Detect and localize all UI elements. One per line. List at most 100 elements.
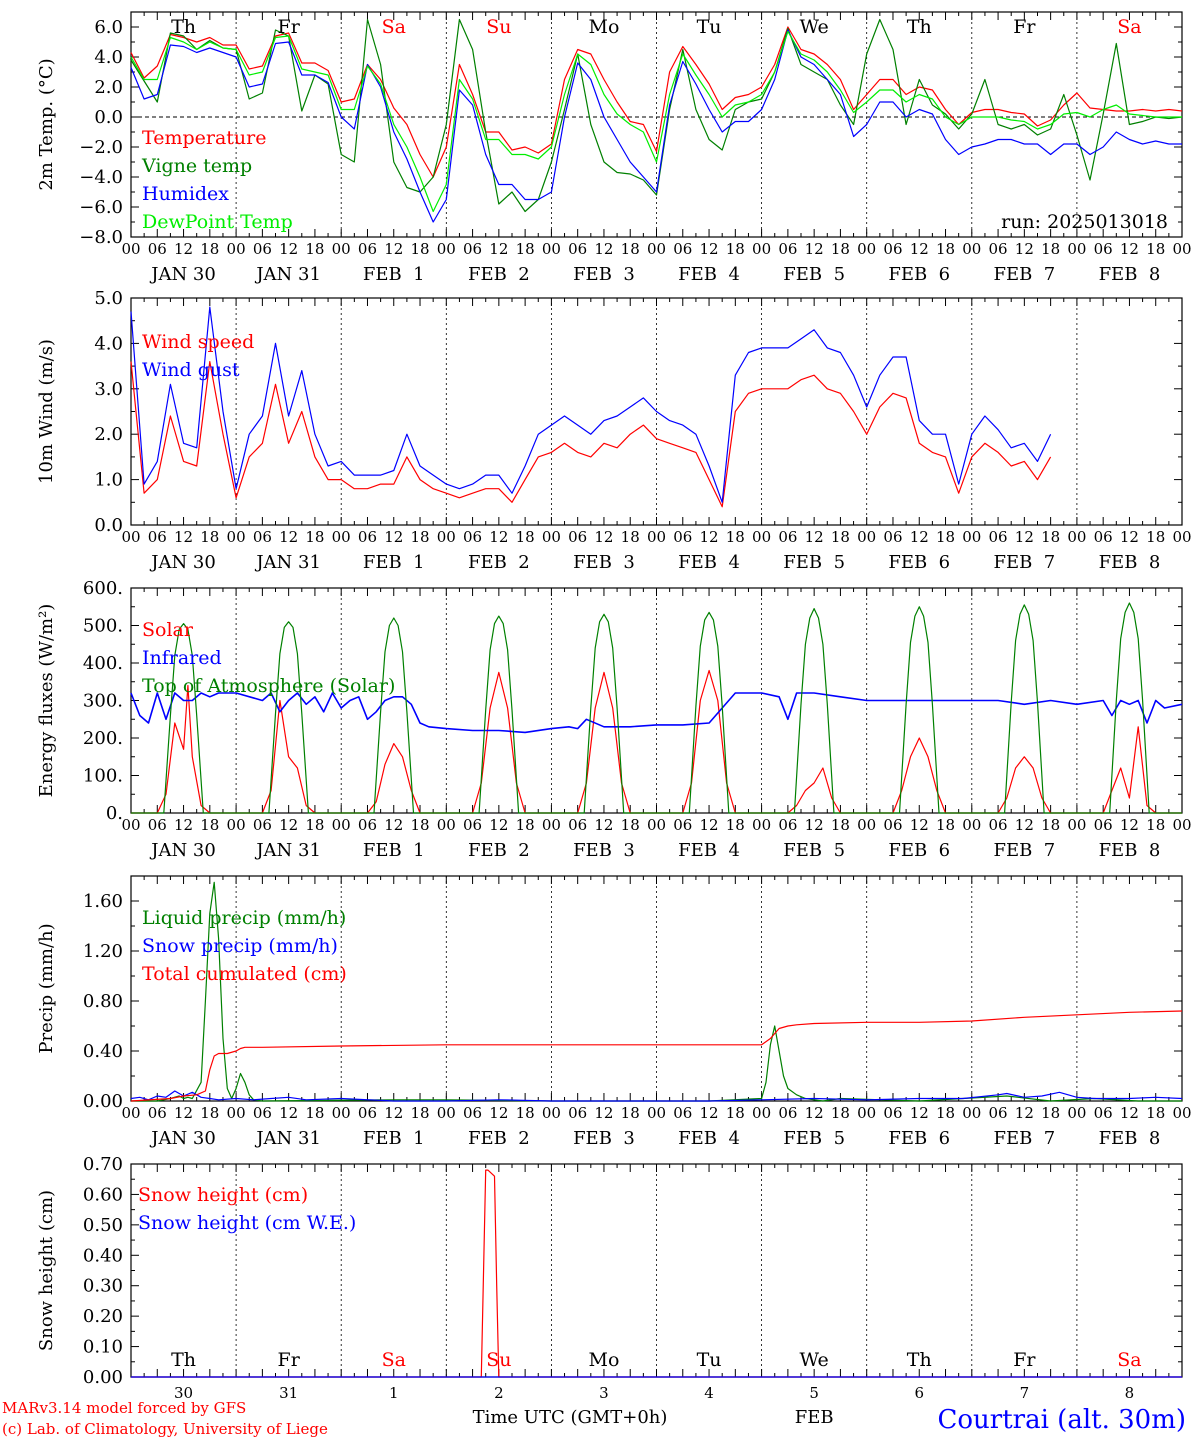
hour-tick-label: 06 (778, 816, 797, 834)
date-label: FEB 1 (363, 552, 425, 573)
hour-tick-label: 06 (883, 240, 902, 258)
hour-tick-label: 12 (700, 1104, 719, 1122)
hour-tick-label: 18 (410, 1104, 429, 1122)
day-name-bottom: We (800, 1349, 829, 1371)
hour-tick-label: 00 (857, 528, 876, 546)
y-tick-label: 0.20 (83, 1306, 123, 1327)
panel-energy: 0. 100. 200. 300. 400. 500. 600. Energy fluxes … (36, 578, 1192, 861)
hour-tick-label: 06 (463, 240, 482, 258)
station-label: Courtrai (alt. 30m) (938, 1405, 1187, 1435)
hour-tick-label: 06 (883, 528, 902, 546)
day-number: 31 (279, 1384, 298, 1402)
hour-tick-label: 06 (568, 1104, 587, 1122)
day-name-bottom: Fr (1013, 1349, 1036, 1371)
hour-tick-label: 06 (148, 240, 167, 258)
hour-tick-label: 06 (989, 816, 1008, 834)
y-tick-label: 0.30 (83, 1276, 123, 1297)
date-label: JAN 31 (254, 264, 321, 285)
y-tick-label: 1.20 (83, 941, 123, 962)
day-name-top: Su (486, 16, 511, 38)
hour-tick-label: 00 (1172, 1104, 1191, 1122)
hour-tick-label: 06 (358, 1104, 377, 1122)
panel-wind: 0.0 1.0 2.0 3.0 4.0 5.0 10m Wind (m/s) Wind spe… (36, 288, 1192, 573)
hour-tick-label: 00 (962, 528, 981, 546)
hour-tick-label: 06 (568, 240, 587, 258)
day-number: 7 (1020, 1384, 1030, 1402)
y-tick-label: 0.0 (94, 107, 123, 128)
month-label: FEB (795, 1407, 834, 1428)
hour-tick-label: 00 (752, 240, 771, 258)
hour-tick-label: 18 (726, 528, 745, 546)
legend-entry: Infrared (142, 647, 222, 669)
hour-tick-label: 00 (542, 816, 561, 834)
y-tick-label: 5.0 (94, 288, 123, 309)
hour-tick-label: 12 (805, 1104, 824, 1122)
hour-tick-label: 00 (437, 1104, 456, 1122)
hour-tick-label: 12 (489, 240, 508, 258)
date-label: FEB 6 (888, 840, 950, 861)
hour-tick-label: 06 (358, 816, 377, 834)
legend-entry: Humidex (142, 183, 229, 205)
hour-tick-label: 12 (1015, 816, 1034, 834)
day-name-bottom: Tu (697, 1349, 722, 1371)
date-label: FEB 2 (468, 1128, 530, 1149)
hour-tick-label: 00 (437, 816, 456, 834)
day-number: 4 (704, 1384, 714, 1402)
hour-tick-label: 00 (121, 528, 140, 546)
hour-tick-label: 06 (253, 240, 272, 258)
hour-tick-label: 12 (1015, 528, 1034, 546)
hour-tick-label: 12 (700, 528, 719, 546)
hour-tick-label: 12 (1120, 816, 1139, 834)
y-tick-label: 0.0 (94, 515, 123, 536)
hour-tick-label: 06 (148, 816, 167, 834)
legend-entry: Wind gust (142, 359, 240, 381)
series-line-temp-1 (130, 18, 1183, 213)
date-label: FEB 7 (993, 552, 1055, 573)
hour-tick-label: 18 (831, 816, 850, 834)
hour-tick-label: 06 (989, 1104, 1008, 1122)
hour-tick-label: 06 (463, 816, 482, 834)
date-label: FEB 4 (678, 264, 740, 285)
date-label: FEB 7 (993, 840, 1055, 861)
hour-tick-label: 06 (1094, 528, 1113, 546)
legend-entry: Liquid precip (mm/h) (142, 907, 346, 929)
hour-tick-label: 18 (726, 240, 745, 258)
hour-tick-label: 00 (962, 1104, 981, 1122)
hour-tick-label: 12 (594, 528, 613, 546)
y-tick-label: 2.0 (94, 77, 123, 98)
day-name-bottom: Mo (588, 1349, 619, 1371)
hour-tick-label: 00 (227, 1104, 246, 1122)
hour-tick-label: 00 (542, 1104, 561, 1122)
legend-entry: DewPoint Temp (142, 211, 293, 233)
hour-tick-label: 12 (594, 1104, 613, 1122)
hour-tick-label: 18 (936, 816, 955, 834)
y-tick-label: 0.70 (83, 1154, 123, 1175)
y-tick-label: 500. (83, 616, 123, 637)
hour-tick-label: 18 (410, 528, 429, 546)
day-number: 3 (599, 1384, 609, 1402)
hour-tick-label: 00 (752, 528, 771, 546)
y-tick-label: 1.60 (83, 891, 123, 912)
hour-tick-label: 12 (1120, 528, 1139, 546)
hour-tick-label: 00 (1067, 1104, 1086, 1122)
legend-entry: Snow height (cm W.E.) (138, 1212, 356, 1234)
day-name-bottom: Sa (1117, 1349, 1141, 1371)
date-label: FEB 8 (1099, 1128, 1161, 1149)
date-label: FEB 2 (468, 552, 530, 573)
hour-tick-label: 18 (200, 1104, 219, 1122)
hour-tick-label: 18 (410, 240, 429, 258)
hour-tick-label: 06 (463, 1104, 482, 1122)
hour-tick-label: 00 (437, 240, 456, 258)
hour-tick-label: 18 (1146, 528, 1165, 546)
date-label: FEB 5 (783, 552, 845, 573)
date-label: FEB 6 (888, 1128, 950, 1149)
hour-tick-label: 00 (857, 240, 876, 258)
series-line-wind-1 (130, 306, 1052, 503)
day-name-top: Th (907, 16, 932, 38)
day-number: 6 (914, 1384, 924, 1402)
legend-entry: Snow height (cm) (138, 1184, 308, 1206)
legend-entry: Top of Atmosphere (Solar) (142, 675, 395, 697)
hour-tick-label: 06 (673, 816, 692, 834)
legend-entry: Snow precip (mm/h) (142, 935, 338, 957)
hour-tick-label: 06 (358, 528, 377, 546)
